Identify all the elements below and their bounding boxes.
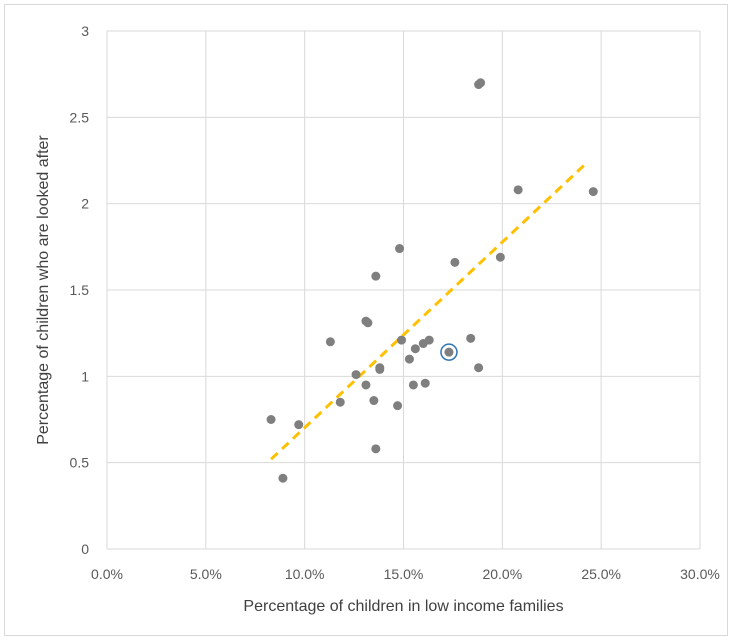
x-tick-label: 20.0% (482, 566, 522, 582)
data-point (408, 380, 418, 390)
data-point (363, 318, 373, 328)
data-point (588, 187, 598, 197)
x-tick-label: 15.0% (384, 566, 424, 582)
data-point (278, 473, 288, 483)
data-point (351, 370, 361, 380)
data-point (466, 333, 476, 343)
data-point (474, 363, 484, 373)
y-tick-label: 1.5 (70, 282, 90, 298)
data-point (361, 380, 371, 390)
data-point (395, 244, 405, 254)
data-point (294, 420, 304, 430)
data-point (375, 363, 385, 373)
data-point (371, 271, 381, 281)
data-point (393, 401, 403, 411)
data-point (325, 337, 335, 347)
data-point (397, 335, 407, 345)
data-point (335, 397, 345, 407)
data-point (369, 396, 379, 406)
data-point (420, 378, 430, 388)
data-point (371, 444, 381, 454)
x-tick-label: 5.0% (190, 566, 222, 582)
highlighted-data-point (444, 347, 454, 357)
data-point (513, 185, 523, 195)
x-tick-label: 0.0% (91, 566, 123, 582)
data-point (266, 415, 276, 424)
x-tick-label: 25.0% (581, 566, 621, 582)
data-points (266, 78, 598, 483)
x-axis-title: Percentage of children in low income fam… (243, 598, 563, 615)
data-point (424, 335, 434, 345)
highlight-ring (440, 343, 458, 361)
data-point (495, 252, 505, 262)
data-point (404, 354, 414, 364)
trendline-layer (270, 161, 589, 461)
x-tick-label: 30.0% (680, 566, 720, 582)
y-tick-label: 2.5 (70, 109, 90, 125)
data-point (450, 257, 460, 267)
trendline (270, 161, 589, 461)
gridlines (106, 30, 701, 550)
y-tick-label: 0.5 (70, 455, 90, 471)
tick-labels: 0.0% 5.0% 10.0% 15.0% 20.0% 25.0% 30.0% 0 0.5 1 1.… (70, 23, 720, 582)
y-tick-label: 2 (81, 196, 89, 212)
data-point (476, 78, 486, 88)
x-tick-label: 10.0% (285, 566, 325, 582)
y-axis-title: Percentage of children who are looked af… (35, 135, 52, 445)
data-point (410, 344, 420, 354)
y-tick-label: 0 (81, 541, 89, 557)
y-tick-label: 1 (81, 368, 89, 384)
y-tick-label: 3 (81, 23, 89, 39)
